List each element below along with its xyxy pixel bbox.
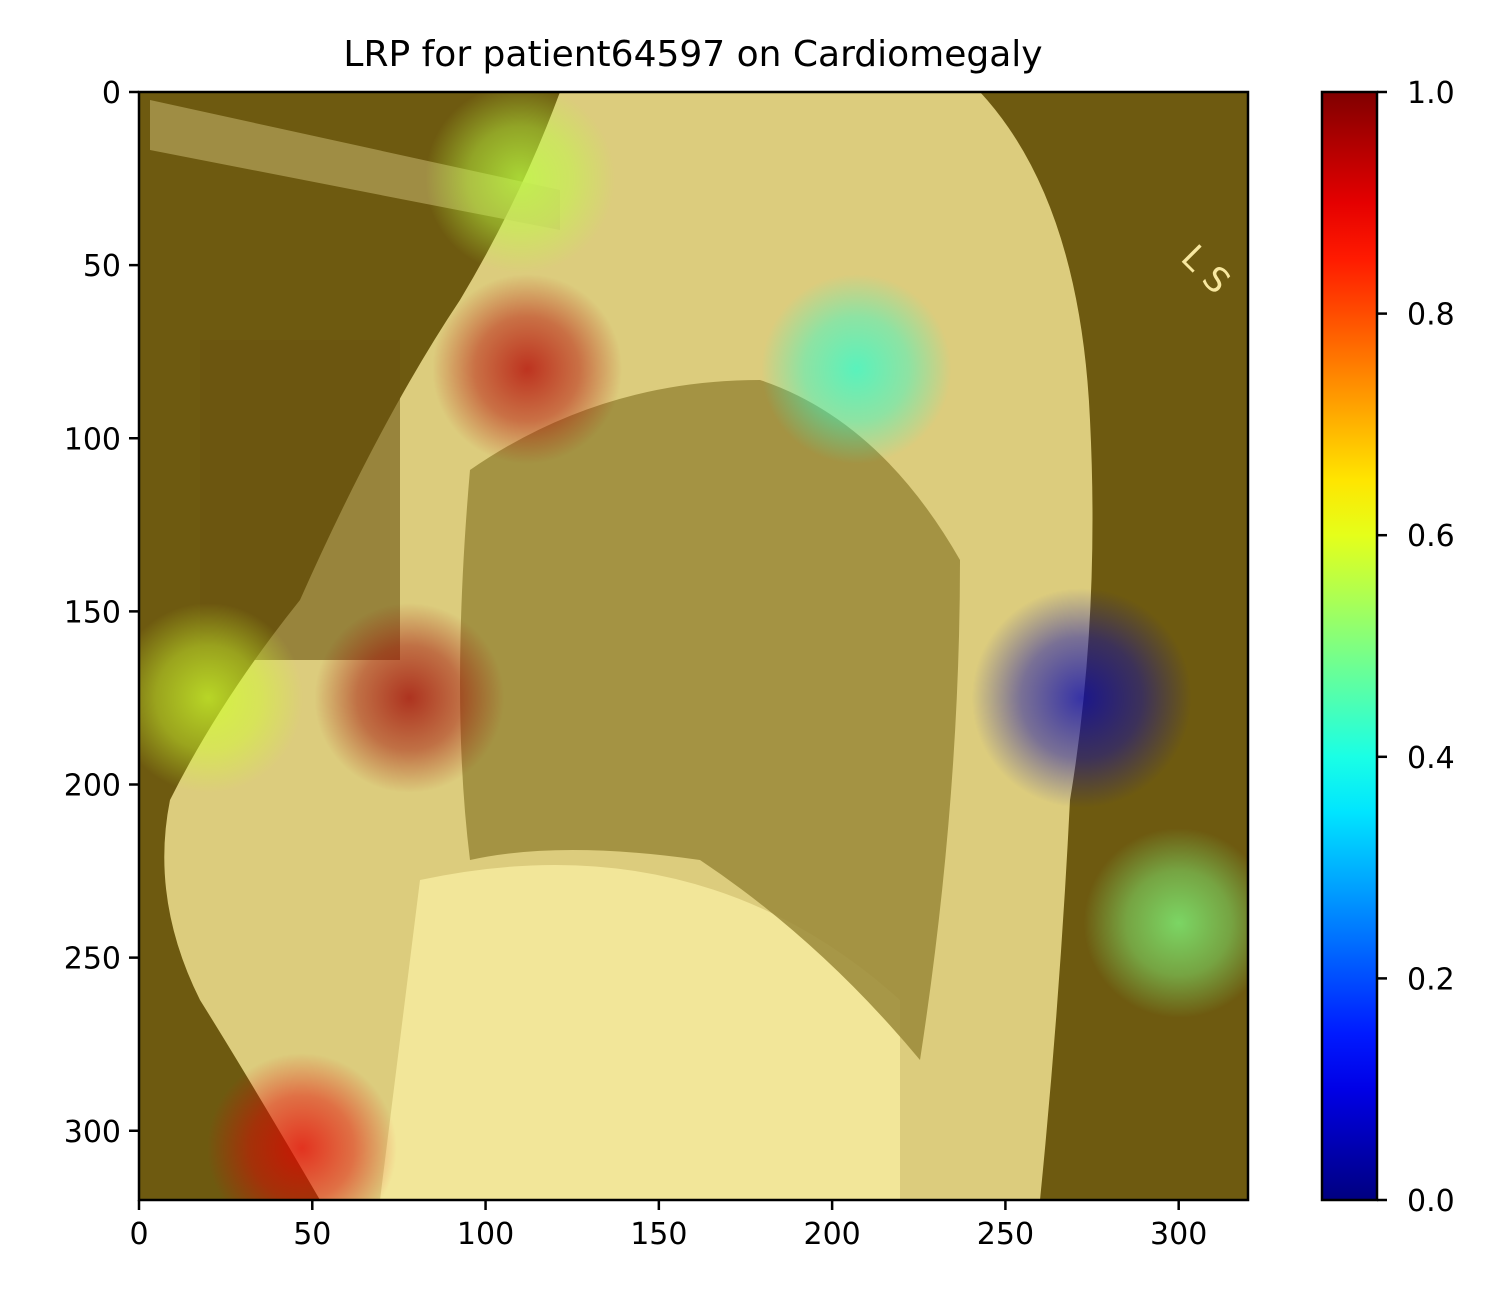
hotspot — [314, 602, 505, 793]
y-tick-label: 250 — [64, 942, 121, 977]
colorbar-tick-label: 0.4 — [1407, 741, 1455, 776]
hotspot — [139, 602, 304, 793]
x-tick-label: 100 — [457, 1217, 514, 1252]
y-tick-label: 0 — [102, 76, 121, 111]
hotspot — [425, 92, 616, 274]
y-tick-label: 300 — [64, 1115, 121, 1150]
y-tick-label: 150 — [64, 595, 121, 630]
colorbar-tick-label: 0.0 — [1407, 1184, 1455, 1219]
x-axis: 0 50 100 150 200 250 300 — [129, 1200, 1207, 1252]
xray-abdomen — [380, 865, 900, 1200]
y-tick-label: 200 — [64, 769, 121, 804]
y-tick-label: 100 — [64, 422, 121, 457]
xray-lung-field — [460, 380, 960, 1060]
hotspot — [432, 274, 623, 464]
plot-frame — [137, 90, 1250, 1202]
hotspot — [1083, 828, 1248, 1018]
heatmap-image: L S — [139, 92, 1248, 1200]
hotspot — [206, 1053, 397, 1200]
hotspot — [761, 274, 952, 464]
x-tick-label: 0 — [129, 1217, 148, 1252]
colorbar-tick-label: 0.6 — [1407, 519, 1455, 554]
y-axis: 0 50 100 150 200 250 300 — [64, 76, 139, 1150]
hotspot — [971, 587, 1192, 808]
x-tick-label: 200 — [803, 1217, 860, 1252]
colorbar-axis: 0.0 0.2 0.4 0.6 0.8 1.0 — [1377, 76, 1455, 1219]
x-tick-label: 300 — [1150, 1217, 1207, 1252]
chart-title: LRP for patient64597 on Cardiomegaly — [343, 34, 1042, 75]
x-tick-label: 150 — [630, 1217, 687, 1252]
colorbar-tick-label: 0.2 — [1407, 962, 1455, 997]
x-tick-label: 50 — [293, 1217, 331, 1252]
y-tick-label: 50 — [83, 249, 121, 284]
colorbar-tick-label: 1.0 — [1407, 76, 1455, 111]
relevance-hotspots — [139, 92, 1248, 1200]
colorbar — [1320, 90, 1379, 1202]
xray-left-dark-region — [200, 340, 400, 660]
colorbar-tick-label: 0.8 — [1407, 298, 1455, 333]
x-tick-label: 250 — [977, 1217, 1034, 1252]
